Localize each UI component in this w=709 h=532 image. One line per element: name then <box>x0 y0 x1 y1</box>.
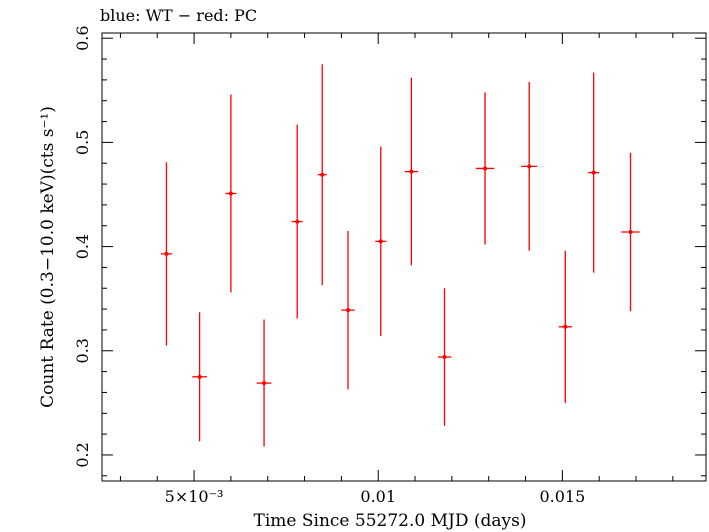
data-marker <box>483 166 488 171</box>
y-axis-label: Count Rate (0.3−10.0 keV)(cts s⁻¹) <box>38 106 58 408</box>
data-marker <box>628 229 633 234</box>
plot-frame <box>101 32 707 482</box>
data-marker <box>228 191 233 196</box>
data-marker <box>197 374 202 379</box>
data-point <box>225 94 237 293</box>
data-point <box>375 146 387 337</box>
data-point <box>621 152 640 312</box>
data-point <box>341 230 355 390</box>
data-points <box>160 64 640 447</box>
data-point <box>588 72 600 273</box>
data-point <box>256 319 272 447</box>
data-marker <box>378 239 383 244</box>
y-tick-label: 0.2 <box>73 442 92 467</box>
y-axis-ticks: 0.2 0.3 0.4 0.5 0.6 <box>73 25 706 477</box>
x-tick-label: 5×10⁻³ <box>165 487 224 506</box>
y-tick-label: 0.6 <box>73 25 92 50</box>
data-marker <box>409 169 414 174</box>
x-axis-label: Time Since 55272.0 MJD (days) <box>254 511 527 531</box>
y-tick-label: 0.3 <box>73 338 92 363</box>
data-point <box>317 64 327 286</box>
data-marker <box>563 324 568 329</box>
data-point <box>475 92 495 245</box>
data-marker <box>527 164 532 169</box>
data-marker <box>346 308 351 313</box>
data-marker <box>262 381 267 386</box>
data-point <box>521 81 538 251</box>
data-point <box>558 250 572 403</box>
data-point <box>291 124 303 319</box>
data-point <box>160 162 172 346</box>
data-marker <box>442 355 447 360</box>
data-point <box>437 288 452 426</box>
data-marker <box>164 251 169 256</box>
x-axis-ticks: 5×10⁻³ 0.01 0.015 <box>119 33 674 506</box>
data-marker <box>591 170 596 175</box>
chart-title: blue: WT − red: PC <box>100 6 258 25</box>
data-point <box>192 312 207 442</box>
y-tick-label: 0.4 <box>73 234 92 259</box>
y-tick-label: 0.5 <box>73 130 92 155</box>
x-tick-label: 0.015 <box>539 487 585 506</box>
data-marker <box>295 219 300 224</box>
x-tick-label: 0.01 <box>360 487 396 506</box>
data-marker <box>320 172 325 177</box>
data-point <box>404 77 418 266</box>
